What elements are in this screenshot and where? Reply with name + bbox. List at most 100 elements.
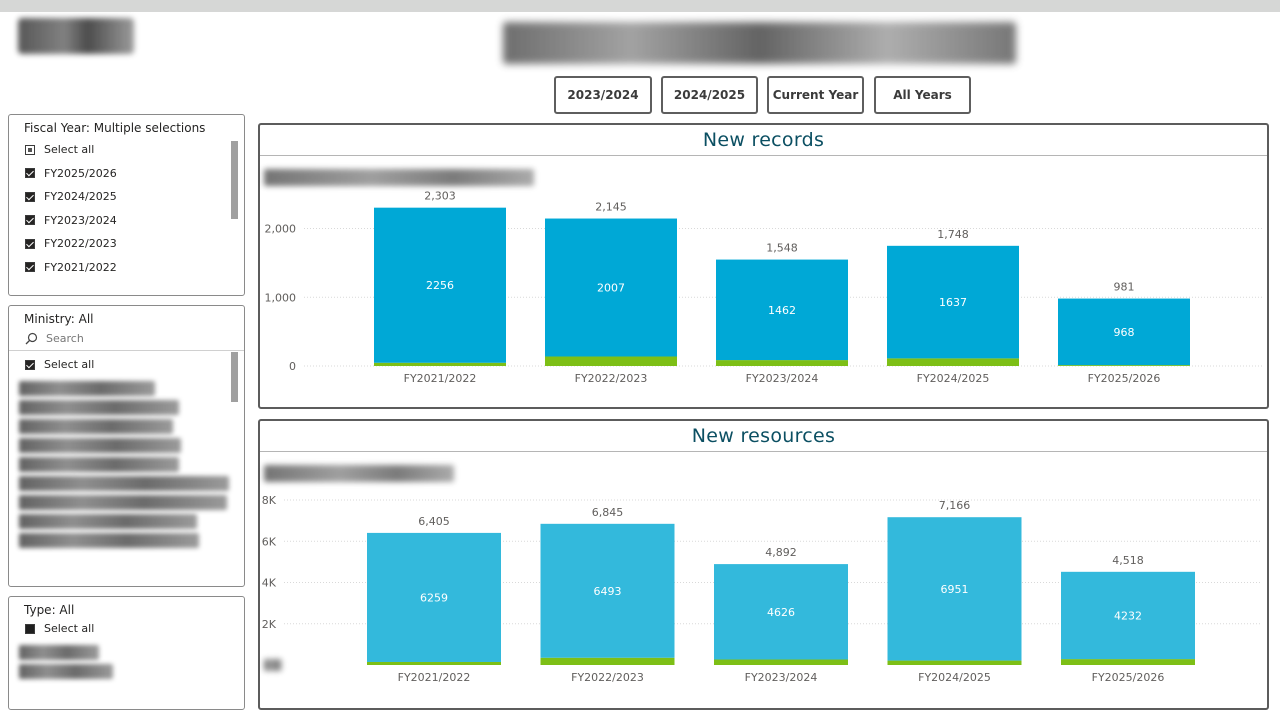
organization-logo <box>18 18 134 54</box>
bar-total-label: 1,548 <box>766 242 798 255</box>
new-records-chart: 0 1,000 2,000 2256 2,303 FY2021/2022 2007 2,145… <box>265 190 1262 385</box>
bar-segment-main <box>1058 298 1190 366</box>
x-tick-label: FY2025/2026 <box>1088 372 1161 385</box>
type-slicer-title: Type: All <box>24 603 75 617</box>
bar-segment-main <box>887 245 1019 359</box>
ministry-item-redacted[interactable] <box>19 380 155 396</box>
type-item-redacted[interactable] <box>19 644 99 660</box>
bar-total-label: 4,892 <box>765 546 797 559</box>
fy-select-all[interactable]: Select all <box>9 138 244 162</box>
type-slicer: Type: All Select all <box>8 596 245 710</box>
bar-value-label: 4626 <box>767 606 795 619</box>
x-tick-label: FY2021/2022 <box>398 671 471 684</box>
bar-value-label: 2007 <box>597 282 625 295</box>
checkbox-checked-icon[interactable] <box>25 238 35 249</box>
ministry-item-redacted[interactable] <box>19 418 173 434</box>
bar-segment-secondary <box>1058 365 1190 366</box>
bar-segment-secondary <box>887 660 1022 665</box>
bar-value-label: 1637 <box>939 296 967 309</box>
ministry-item-redacted[interactable] <box>19 494 227 510</box>
checkbox-partial-icon[interactable] <box>25 144 35 155</box>
ministry-item-redacted[interactable] <box>19 475 229 491</box>
bar-total-label: 2,145 <box>595 201 627 214</box>
fy-item[interactable]: FY2025/2026 <box>9 162 244 186</box>
fy-item[interactable]: FY2024/2025 <box>9 185 244 209</box>
search-input[interactable]: Search <box>46 331 84 345</box>
report-title-redacted <box>503 22 1016 64</box>
checkbox-checked-icon[interactable] <box>25 262 35 273</box>
bar-segment-main <box>367 532 501 662</box>
bar-value-label: 6259 <box>420 591 448 604</box>
bar-total-label: 7,166 <box>939 499 971 512</box>
bar-segment-main <box>1061 571 1195 660</box>
bar-total-label: 6,845 <box>592 506 624 519</box>
bar-value-label: 6493 <box>594 585 622 598</box>
top-bar <box>0 0 1280 12</box>
x-tick-label: FY2024/2025 <box>918 671 991 684</box>
ministry-item-redacted[interactable] <box>19 513 197 529</box>
new-resources-chart: 2K 4K 6K 8K 6259 6,405 FY2021/2022 6493 6,845 FY2… <box>262 494 1262 684</box>
fy-item[interactable]: FY2023/2024 <box>9 209 244 233</box>
fy-item-label: FY2022/2023 <box>44 237 117 251</box>
ministry-slicer-title: Ministry: All <box>24 312 94 326</box>
x-tick-label: FY2023/2024 <box>746 372 819 385</box>
bar-total-label: 981 <box>1114 281 1135 294</box>
bar-segment-main <box>716 259 848 361</box>
x-tick-label: FY2024/2025 <box>917 372 990 385</box>
chart-subtitle-redacted <box>264 465 454 482</box>
type-select-all[interactable]: Select all <box>9 617 244 641</box>
new-resources-panel: New resources 2K 4K 6K 8K 6259 6,405 FY2021/20… <box>258 419 1269 710</box>
ministry-item-redacted[interactable] <box>19 437 181 453</box>
new-records-title: New records <box>260 125 1267 156</box>
y-tick-label: 2,000 <box>265 223 297 236</box>
ministry-select-all-label: Select all <box>44 358 95 372</box>
fiscal-year-slicer: Fiscal Year: Multiple selections Select … <box>8 114 245 296</box>
ministry-item-redacted[interactable] <box>19 399 179 415</box>
btn-all-years[interactable]: All Years <box>874 76 971 114</box>
bar-value-label: 6951 <box>941 583 969 596</box>
search-icon <box>25 332 38 344</box>
bar-segment-secondary <box>545 356 677 366</box>
new-records-panel: New records 0 1,000 2,000 2256 2,303 FY2021/2… <box>258 123 1269 409</box>
ministry-scrollbar[interactable] <box>231 352 238 402</box>
y-tick-label: 4K <box>262 577 277 590</box>
type-item-redacted[interactable] <box>19 663 113 679</box>
type-select-all-label: Select all <box>44 622 95 636</box>
bar-total-label: 1,748 <box>937 228 969 241</box>
checkbox-checked-icon[interactable] <box>25 359 35 370</box>
bar-segment-secondary <box>887 358 1019 366</box>
ministry-select-all[interactable]: Select all <box>9 353 244 377</box>
btn-2024-2025[interactable]: 2024/2025 <box>661 76 758 114</box>
ministry-item-redacted[interactable] <box>19 456 179 472</box>
bar-segment-main <box>714 564 848 660</box>
fiscal-year-slicer-title: Fiscal Year: Multiple selections <box>24 121 206 135</box>
ministry-item-redacted[interactable] <box>19 532 199 548</box>
fy-item-label: FY2025/2026 <box>44 166 117 180</box>
fy-scrollbar[interactable] <box>231 141 238 219</box>
fy-item[interactable]: FY2022/2023 <box>9 232 244 256</box>
y-tick-label: 1,000 <box>265 291 297 304</box>
bar-segment-main <box>374 207 506 363</box>
y-tick-label: 2K <box>262 618 277 631</box>
fy-item[interactable]: FY2021/2022 <box>9 256 244 280</box>
checkbox-checked-icon[interactable] <box>25 191 35 202</box>
checkbox-checked-icon[interactable] <box>25 168 35 179</box>
ministry-slicer: Ministry: All Search Select all <box>8 305 245 587</box>
x-tick-label: FY2022/2023 <box>575 372 648 385</box>
checkbox-filled-icon[interactable] <box>25 623 35 634</box>
bar-value-label: 1462 <box>768 304 796 317</box>
new-resources-title: New resources <box>260 421 1267 452</box>
btn-2023-2024[interactable]: 2023/2024 <box>554 76 652 114</box>
x-tick-label: FY2023/2024 <box>745 671 818 684</box>
x-tick-label: FY2025/2026 <box>1092 671 1165 684</box>
bar-segment-main <box>540 523 675 658</box>
fy-item-label: FY2023/2024 <box>44 213 117 227</box>
y-tick-label: 8K <box>262 494 277 507</box>
ministry-search[interactable]: Search <box>9 326 244 346</box>
bar-total-label: 2,303 <box>424 190 456 203</box>
checkbox-checked-icon[interactable] <box>25 215 35 226</box>
x-tick-label: FY2021/2022 <box>404 372 477 385</box>
bar-value-label: 2256 <box>426 279 454 292</box>
bar-value-label: 4232 <box>1114 609 1142 622</box>
btn-current-year[interactable]: Current Year <box>767 76 864 114</box>
